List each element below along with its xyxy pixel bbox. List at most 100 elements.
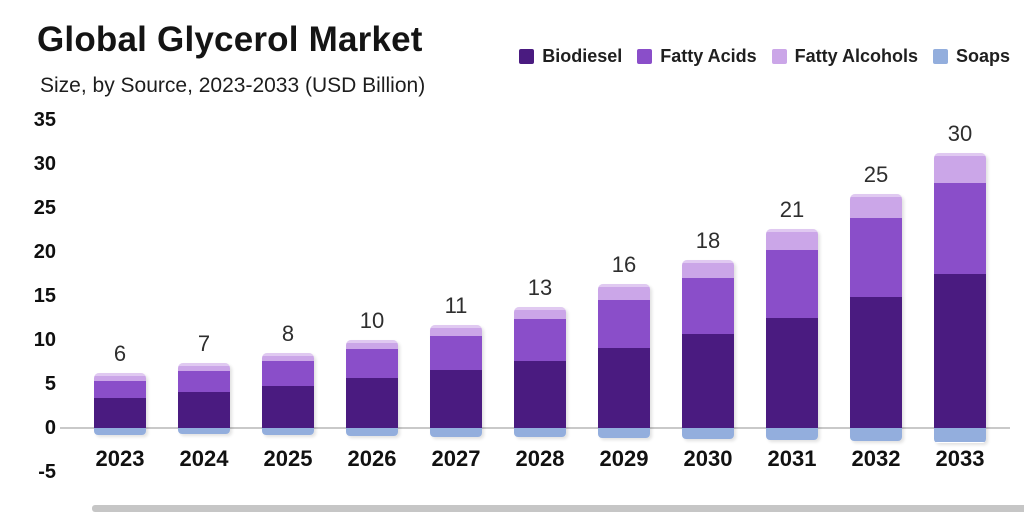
bar-segment-soaps <box>346 427 398 436</box>
bar-total-label: 30 <box>947 121 973 146</box>
bar-segment-fatty-alcohols <box>850 194 902 218</box>
legend-item-soaps: Soaps <box>932 46 1010 67</box>
x-tick-label-2027: 2027 <box>431 446 481 471</box>
bar-total-label: 7 <box>197 331 211 356</box>
bar-total-label: 21 <box>779 197 805 222</box>
y-tick-label: -5 <box>38 461 56 483</box>
bar-segment-biodiesel <box>430 369 482 428</box>
bar-segment-soaps <box>934 428 986 443</box>
legend-swatch-icon <box>637 49 653 64</box>
y-tick-label: 30 <box>33 153 56 175</box>
bar-segment-fatty-alcohols <box>682 260 734 278</box>
bar-total-label: 18 <box>695 228 721 253</box>
bar-segment-soaps <box>262 427 314 435</box>
bar-segment-biodiesel <box>766 317 818 428</box>
bar-segment-fatty-acids <box>94 380 146 398</box>
legend-label: Fatty Acids <box>660 46 757 66</box>
x-tick-label-2030: 2030 <box>683 446 733 471</box>
x-tick-label-2023: 2023 <box>95 446 145 471</box>
bar-segment-soaps <box>766 427 818 440</box>
legend-item-fatty-acids: Fatty Acids <box>637 46 757 67</box>
bar-segment-soaps <box>850 427 902 441</box>
bar-segment-fatty-alcohols <box>766 229 818 251</box>
bar-segment-biodiesel <box>178 391 230 428</box>
bar-total-label: 13 <box>527 275 553 300</box>
bottom-border-strip <box>92 505 1024 512</box>
bar-total-label: 10 <box>359 308 385 333</box>
bar-segment-fatty-alcohols <box>346 340 398 349</box>
stacked-bar-2025 <box>262 353 314 435</box>
y-tick-label: 10 <box>33 329 56 351</box>
y-tick-label: 35 <box>33 109 56 131</box>
bar-segment-fatty-acids <box>346 348 398 378</box>
bar-segment-fatty-alcohols <box>94 373 146 381</box>
bar-segment-fatty-acids <box>598 299 650 349</box>
bar-segment-fatty-alcohols <box>514 307 566 320</box>
bar-segment-fatty-acids <box>514 319 566 362</box>
bar-segment-soaps <box>178 427 230 434</box>
bar-segment-fatty-acids <box>850 217 902 297</box>
bar-segment-soaps <box>430 427 482 437</box>
legend-swatch-icon <box>771 49 787 64</box>
bar-total-label: 16 <box>611 252 637 277</box>
bar-segment-biodiesel <box>850 296 902 428</box>
bar-segment-fatty-alcohols <box>262 353 314 361</box>
legend-label: Biodiesel <box>542 46 623 66</box>
chart-subtitle: Size, by Source, 2023-2033 (USD Billion) <box>40 74 426 97</box>
x-tick-label-2028: 2028 <box>515 446 565 471</box>
x-tick-label-2026: 2026 <box>347 446 397 471</box>
stacked-bar-2026 <box>346 340 398 436</box>
bar-segment-fatty-alcohols <box>178 363 230 371</box>
bar-total-label: 25 <box>863 162 889 187</box>
bar-segment-fatty-acids <box>430 336 482 370</box>
x-tick-label-2025: 2025 <box>263 446 313 471</box>
bar-segment-biodiesel <box>514 361 566 429</box>
y-tick-label: 25 <box>33 197 56 219</box>
bar-segment-biodiesel <box>262 385 314 428</box>
bar-total-label: 11 <box>444 293 468 318</box>
bar-segment-biodiesel <box>346 377 398 428</box>
bar-segment-soaps <box>514 428 566 437</box>
stacked-bar-2028 <box>514 307 566 437</box>
y-tick-label: 5 <box>44 373 56 395</box>
bar-segment-fatty-acids <box>178 370 230 392</box>
x-tick-label-2031: 2031 <box>767 446 817 471</box>
legend-item-biodiesel: Biodiesel <box>519 46 622 67</box>
stacked-bar-2030 <box>682 260 734 439</box>
stacked-bar-2024 <box>178 363 230 434</box>
bar-segment-fatty-acids <box>682 277 734 334</box>
stacked-bar-2033 <box>934 153 986 443</box>
y-tick-label: 15 <box>33 285 56 307</box>
legend-swatch-icon <box>519 49 535 64</box>
stacked-bar-2032 <box>850 194 902 441</box>
stacked-bar-2029 <box>598 284 650 438</box>
y-tick-label: 20 <box>33 241 56 263</box>
bar-segment-biodiesel <box>94 397 146 429</box>
legend: Biodiesel Fatty Acids Fatty Alcohols Soaps <box>519 46 1010 67</box>
x-tick-label-2032: 2032 <box>851 446 901 471</box>
legend-swatch-icon <box>932 49 948 64</box>
legend-label: Fatty Alcohols <box>794 46 918 66</box>
stacked-bar-2023 <box>94 373 146 435</box>
bar-segment-soaps <box>94 428 146 435</box>
bar-total-label: 8 <box>281 321 295 346</box>
bar-segment-biodiesel <box>682 333 734 429</box>
y-tick-label: 0 <box>44 417 56 439</box>
legend-item-fatty-alcohols: Fatty Alcohols <box>771 46 918 67</box>
stacked-bar-2031 <box>766 229 818 440</box>
bar-segment-biodiesel <box>934 273 986 429</box>
stacked-bar-2027 <box>430 325 482 437</box>
bar-segment-fatty-acids <box>934 182 986 274</box>
chart-title: Global Glycerol Market <box>37 20 423 59</box>
bar-segment-fatty-acids <box>766 250 818 318</box>
bar-total-label: 6 <box>113 341 127 366</box>
bar-segment-soaps <box>598 428 650 438</box>
bar-segment-fatty-alcohols <box>598 284 650 300</box>
x-tick-label-2033: 2033 <box>935 446 985 471</box>
bar-segment-biodiesel <box>598 348 650 429</box>
bar-segment-fatty-acids <box>262 360 314 386</box>
x-tick-label-2024: 2024 <box>179 446 229 471</box>
bar-segment-fatty-alcohols <box>430 325 482 337</box>
